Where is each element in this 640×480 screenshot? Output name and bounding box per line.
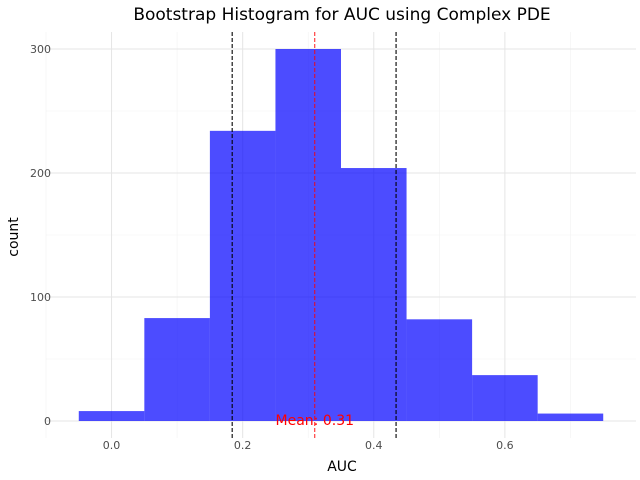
histogram-bar	[406, 319, 473, 421]
y-tick-label: 0	[44, 415, 51, 428]
bars-layer	[78, 49, 604, 421]
y-axis-title: count	[6, 217, 22, 257]
histogram-bar	[341, 168, 407, 421]
x-tick-label: 0.6	[496, 439, 514, 452]
y-tick-label: 300	[30, 43, 51, 56]
x-axis-title: AUC	[327, 459, 357, 475]
x-tick-label: 0.0	[103, 439, 121, 452]
tick-labels-layer: 0.0 0.2 0.4 0.6 0 100 200 300	[30, 43, 514, 452]
mean-label: Mean: 0.31	[276, 413, 354, 429]
histogram-bar	[275, 49, 341, 421]
histogram-bar	[472, 375, 538, 421]
reference-lines-layer	[231, 32, 397, 438]
x-tick-label: 0.2	[234, 439, 252, 452]
y-tick-label: 200	[30, 167, 51, 180]
histogram-bar	[537, 413, 604, 421]
y-tick-label: 100	[30, 291, 51, 304]
histogram-bar	[144, 318, 210, 421]
histogram-bar	[209, 130, 276, 421]
histogram-bar	[78, 411, 145, 421]
x-tick-label: 0.4	[365, 439, 383, 452]
chart-title: Bootstrap Histogram for AUC using Comple…	[133, 5, 550, 25]
